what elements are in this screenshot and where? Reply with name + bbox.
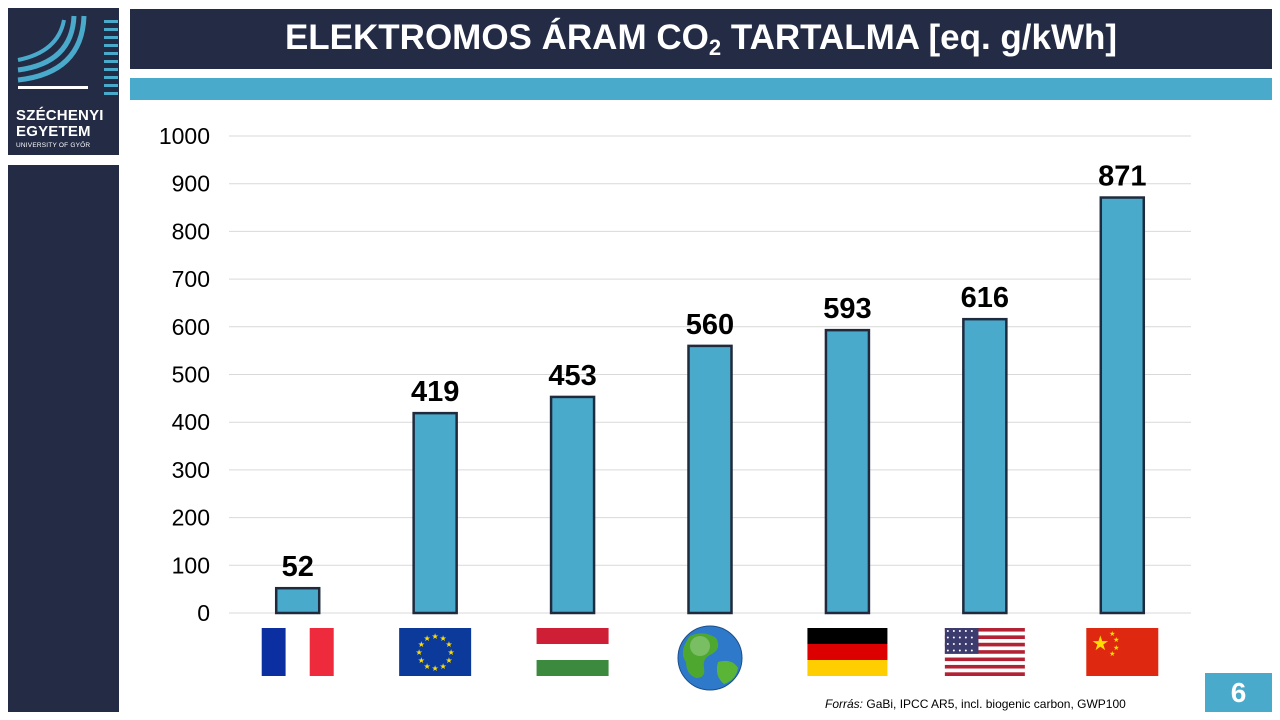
svg-text:★: ★ <box>440 634 447 643</box>
y-tick-label: 300 <box>172 457 210 483</box>
y-tick-label: 500 <box>172 362 210 388</box>
svg-text:★: ★ <box>416 648 423 657</box>
flag-china-icon: ★ ★★★★ <box>1086 628 1159 676</box>
data-label: 616 <box>961 282 1009 314</box>
y-tick-label: 900 <box>172 171 210 197</box>
flag-hungary-icon <box>536 628 609 676</box>
bar-flag-usa <box>962 317 1008 615</box>
logo-line1: SZÉCHENYI <box>16 107 104 124</box>
logo-line3: UNIVERSITY OF GYŐR <box>16 142 91 149</box>
side-panel <box>8 165 119 712</box>
bar-flag-hungary <box>549 395 596 615</box>
bar-globe <box>687 344 733 615</box>
svg-text:★: ★ <box>424 634 431 643</box>
data-label: 52 <box>282 551 314 583</box>
y-tick-label: 400 <box>172 409 210 435</box>
slide-title: ELEKTROMOS ÁRAM CO2 TARTALMA [eq. g/kWh] <box>284 17 1118 60</box>
flag-germany-icon <box>807 628 888 676</box>
svg-text:★: ★ <box>440 662 447 671</box>
y-tick-label: 1000 <box>159 123 210 149</box>
data-label: 453 <box>548 360 596 392</box>
data-label: 593 <box>823 293 871 325</box>
svg-text:★: ★ <box>1113 644 1119 652</box>
svg-text:★: ★ <box>1109 650 1115 658</box>
y-tick-label: 100 <box>172 552 210 578</box>
svg-text:★: ★ <box>432 664 439 673</box>
flag-france-icon <box>261 628 334 676</box>
y-tick-label: 0 <box>197 600 210 626</box>
y-tick-label: 700 <box>172 266 210 292</box>
svg-text:★: ★ <box>1091 631 1109 655</box>
data-label: 871 <box>1098 161 1146 193</box>
bar-flag-eu <box>412 411 458 615</box>
svg-text:★: ★ <box>432 632 439 641</box>
accent-bar <box>130 78 1272 100</box>
flag-eu-icon: ★★★★★★★★★ ★ ★★ <box>399 628 472 676</box>
source-note: Forrás: GaBi, IPCC AR5, incl. biogenic c… <box>825 697 1126 711</box>
svg-text:★: ★ <box>1109 630 1115 638</box>
svg-text:★: ★ <box>424 662 431 671</box>
globe-icon <box>677 625 743 691</box>
svg-text:★: ★ <box>445 640 452 649</box>
data-label: 560 <box>686 309 734 341</box>
data-label: 419 <box>411 376 459 408</box>
bar-chart: 0 100 200 300 400 500 600 700 800 900 1000 52 419 453… <box>159 123 1191 691</box>
title-bar: ELEKTROMOS ÁRAM CO2 TARTALMA [eq. g/kWh] <box>130 9 1272 69</box>
y-tick-label: 600 <box>172 314 210 340</box>
svg-text:★: ★ <box>1113 636 1119 644</box>
y-tick-label: 200 <box>172 505 210 531</box>
bar-flag-germany <box>824 328 871 615</box>
university-logo: SZÉCHENYI EGYETEM UNIVERSITY OF GYŐR <box>8 8 119 155</box>
svg-text:★: ★ <box>418 656 425 665</box>
svg-text:★: ★ <box>445 656 452 665</box>
logo-line2: EGYETEM <box>16 123 91 140</box>
y-tick-label: 800 <box>172 218 210 244</box>
svg-text:★: ★ <box>418 640 425 649</box>
bar-flag-france <box>274 586 321 615</box>
flag-usa-icon <box>944 628 1025 676</box>
svg-text:★: ★ <box>448 648 455 657</box>
logo-arcs-icon <box>17 15 88 89</box>
bar-flag-china <box>1099 196 1146 615</box>
page-number: 6 <box>1205 673 1272 712</box>
